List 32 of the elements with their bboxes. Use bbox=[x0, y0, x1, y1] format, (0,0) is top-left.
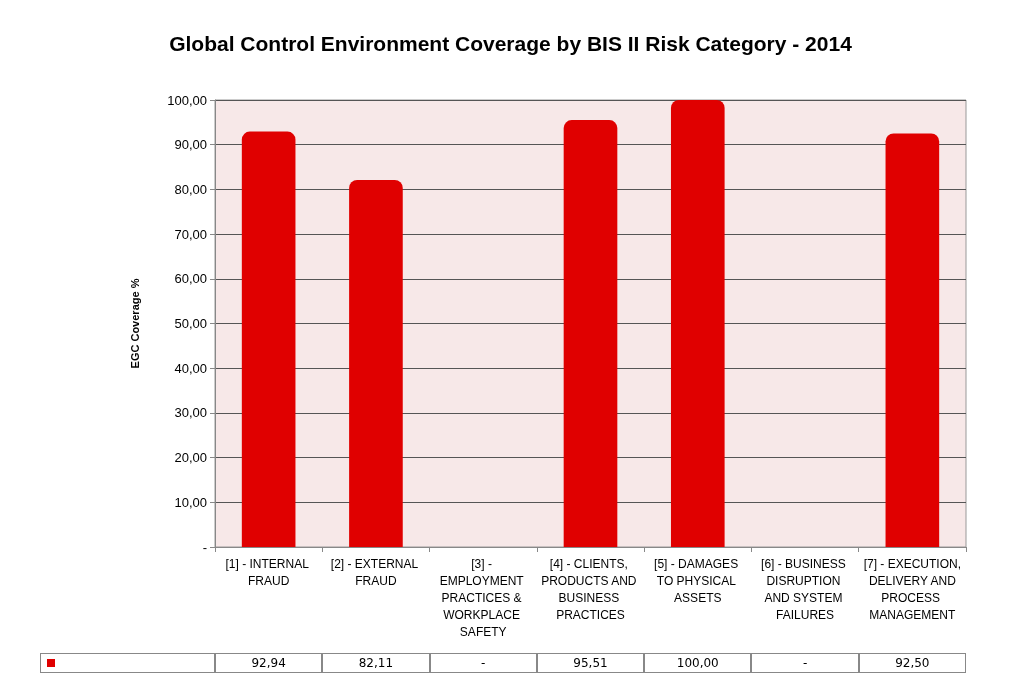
y-tick-label: 100,00 bbox=[167, 92, 207, 108]
y-axis-title: EGC Coverage % bbox=[128, 278, 141, 369]
x-tick-label: [1] - INTERNAL FRAUD bbox=[225, 556, 312, 588]
bar bbox=[241, 131, 296, 547]
data-label: 82,11 bbox=[322, 653, 430, 673]
data-label: 95,51 bbox=[536, 653, 645, 673]
y-tick-label: 70,00 bbox=[174, 226, 207, 242]
x-tick-label: [2] - EXTERNAL FRAUD bbox=[330, 556, 422, 588]
x-tick-label: [6] - BUSINESS DISRUPTION AND SYSTEM FAILURES bbox=[761, 556, 850, 622]
data-label: 92,50 bbox=[858, 653, 966, 673]
x-tick-label: [4] - CLIENTS, PRODUCTS AND BUSINESS PRACTICES bbox=[541, 556, 640, 622]
bar bbox=[670, 100, 725, 547]
y-tick-label: 30,00 bbox=[174, 405, 207, 421]
data-label: - bbox=[751, 653, 859, 673]
data-label: 92,94 bbox=[215, 653, 323, 673]
bar bbox=[563, 120, 618, 547]
bar bbox=[349, 179, 403, 547]
data-label: 100,00 bbox=[644, 653, 752, 673]
y-tick-label: - bbox=[202, 539, 207, 555]
y-tick-label: 80,00 bbox=[174, 181, 207, 197]
bar bbox=[885, 133, 940, 547]
y-tick-label: 90,00 bbox=[174, 137, 207, 153]
x-tick-label: [5] - DAMAGES TO PHYSICAL ASSETS bbox=[654, 556, 742, 605]
y-tick-label: 50,00 bbox=[174, 316, 207, 331]
chart-title: Global Control Environment Coverage by BIS II Risk Category - 2014 bbox=[169, 32, 853, 55]
y-tick-label: 40,00 bbox=[174, 360, 207, 376]
x-tick-label: [3] - EMPLOYMENT PRACTICES & WORKPLACE SAFETY bbox=[439, 556, 527, 639]
y-tick-label: 20,00 bbox=[174, 450, 207, 466]
x-tick-label: [7] - EXECUTION, DELIVERY AND PROCESS MANAGEMENT bbox=[863, 556, 962, 622]
y-tick-label: 10,00 bbox=[174, 494, 207, 510]
y-tick-label: 60,00 bbox=[174, 271, 207, 287]
data-label: - bbox=[429, 653, 537, 673]
